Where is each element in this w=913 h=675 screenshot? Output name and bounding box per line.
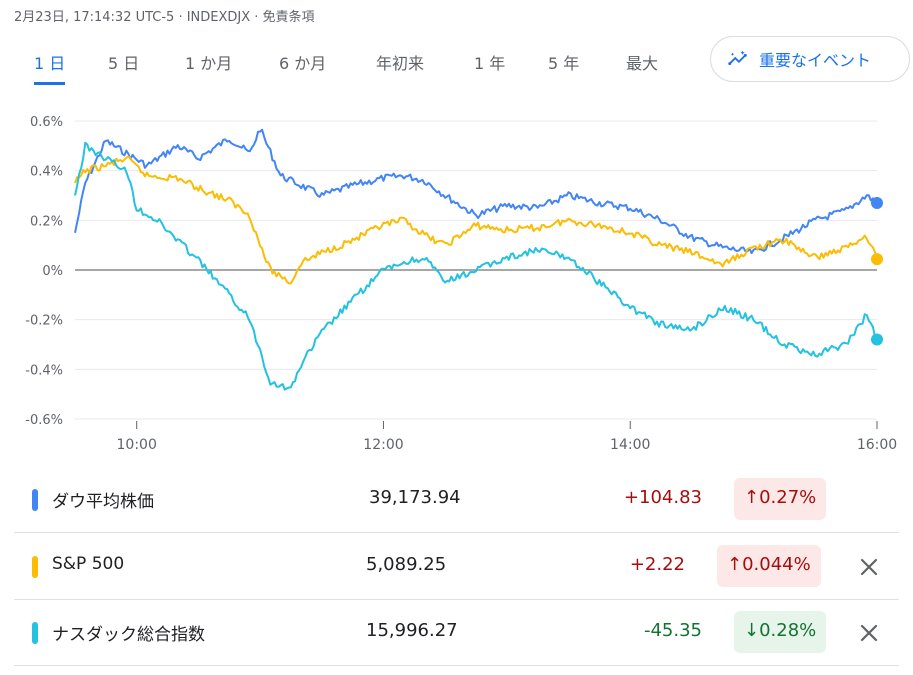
tab-3[interactable]: 6 か月 bbox=[279, 54, 327, 73]
index-change: +2.22 bbox=[629, 554, 685, 575]
index-change: -45.35 bbox=[643, 620, 702, 641]
y-tick-label: 0.2% bbox=[30, 214, 63, 229]
tab-0[interactable]: 1 日 bbox=[34, 46, 66, 85]
series-end-dot-0 bbox=[871, 196, 883, 209]
index-name: ナスダック総合指数 bbox=[52, 625, 205, 645]
series-line-1 bbox=[74, 155, 878, 285]
series-line-2 bbox=[74, 141, 878, 391]
price-chart[interactable]: 0.6% 0.4% 0.2% 0% -0.2% -0.4% -0.6% 10:00 12:00 1… bbox=[0, 100, 913, 460]
x-tick-label: 10:00 bbox=[117, 437, 157, 453]
y-tick-label: 0.6% bbox=[30, 115, 63, 130]
legend-row[interactable]: ナスダック総合指数 15,996.27 -45.35 ↓0.28% bbox=[0, 600, 913, 666]
tab-7[interactable]: 最大 bbox=[626, 54, 659, 73]
tab-1[interactable]: 5 日 bbox=[108, 54, 140, 73]
index-name: S&P 500 bbox=[52, 554, 125, 574]
percent-change-badge: ↑0.27% bbox=[734, 478, 827, 520]
legend-row[interactable]: S&P 500 5,089.25 +2.22 ↑0.044% bbox=[0, 534, 913, 600]
insights-icon bbox=[728, 50, 747, 66]
series-swatch bbox=[32, 556, 38, 578]
remove-series-icon[interactable] bbox=[858, 556, 880, 578]
x-tick-label: 12:00 bbox=[363, 437, 403, 453]
timestamp-header: 2月23日, 17:14:32 UTC-5 · INDEXDJX · 免責条項 bbox=[14, 10, 315, 25]
y-tick-label: 0.4% bbox=[30, 165, 63, 180]
tab-6[interactable]: 5 年 bbox=[548, 54, 580, 73]
y-tick-label: 0% bbox=[42, 264, 63, 279]
tab-2[interactable]: 1 か月 bbox=[185, 54, 233, 73]
y-tick-label: -0.6% bbox=[25, 413, 63, 428]
x-tick-label: 16:00 bbox=[857, 437, 897, 453]
index-change: +104.83 bbox=[623, 487, 702, 508]
key-events-label: 重要なイベント bbox=[759, 51, 872, 70]
index-value: 15,996.27 bbox=[366, 620, 458, 641]
row-divider bbox=[14, 599, 899, 600]
legend-row[interactable]: ダウ平均株価 39,173.94 +104.83 ↑0.27% bbox=[0, 467, 913, 533]
index-name: ダウ平均株価 bbox=[52, 492, 154, 512]
key-events-button[interactable]: 重要なイベント bbox=[710, 36, 910, 82]
series-swatch bbox=[32, 489, 38, 511]
series-end-dot-2 bbox=[871, 333, 883, 346]
x-tick-label: 14:00 bbox=[610, 437, 650, 453]
series-swatch bbox=[32, 622, 38, 644]
index-value: 39,173.94 bbox=[369, 487, 461, 508]
row-divider bbox=[14, 665, 899, 666]
series-line-0 bbox=[74, 128, 878, 255]
y-tick-label: -0.2% bbox=[25, 314, 63, 329]
tab-5[interactable]: 1 年 bbox=[474, 54, 506, 73]
row-divider bbox=[14, 532, 899, 533]
percent-change-badge: ↓0.28% bbox=[734, 611, 827, 653]
tab-4[interactable]: 年初来 bbox=[376, 54, 425, 73]
remove-series-icon[interactable] bbox=[858, 622, 880, 644]
series-end-dot-1 bbox=[871, 253, 883, 266]
index-value: 5,089.25 bbox=[366, 554, 447, 575]
percent-change-badge: ↑0.044% bbox=[717, 545, 821, 587]
y-tick-label: -0.4% bbox=[25, 363, 63, 378]
